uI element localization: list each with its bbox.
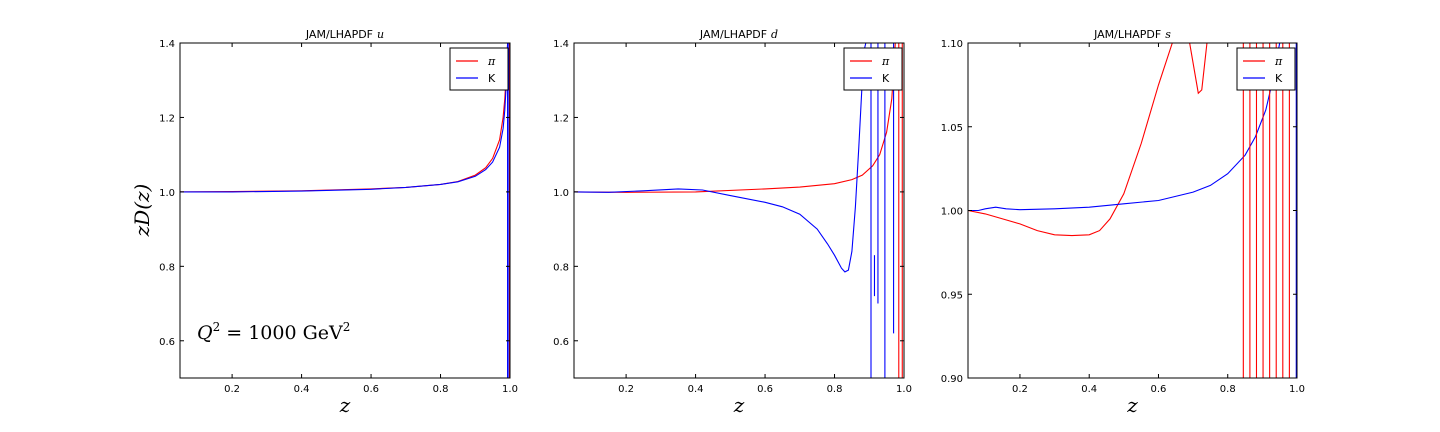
x-tick-label: 1.0 <box>1289 384 1305 395</box>
y-tick-label: 0.6 <box>159 337 175 348</box>
axes-frame <box>573 42 905 379</box>
axes-frame <box>179 42 511 379</box>
y-tick-label: 1.00 <box>941 207 963 218</box>
x-tick-label: 0.4 <box>688 384 704 395</box>
panel-2: 0.2 0.4 0.6 0.8 1.0 0.6 0.8 1.0 1.2 1.4 JAM/LHAPDF… <box>553 28 912 417</box>
q2-annotation: Q2 = 1000 GeV2 <box>197 320 350 344</box>
panel-title-var: d <box>771 28 778 41</box>
series-line-pi <box>968 43 1173 237</box>
x-axis-label: z <box>339 393 351 417</box>
x-tick-label: 0.8 <box>433 384 449 395</box>
panel-title-text: JAM/LHAPDF <box>699 28 767 41</box>
x-tick-label: 1.0 <box>502 384 518 395</box>
y-tick-label: 0.8 <box>159 262 175 273</box>
x-tick-label: 0.4 <box>1081 384 1097 395</box>
panel-title-var: u <box>377 28 384 41</box>
y-tick-label: 1.0 <box>553 188 569 199</box>
series-line-k <box>180 43 509 193</box>
panel-1: 0.2 0.4 0.6 0.8 1.0 0.6 0.8 1.0 1.2 1.4 JAM/LHAPDF… <box>159 28 518 417</box>
plot-area <box>574 43 903 378</box>
x-tick-label: 0.6 <box>363 384 379 395</box>
panel-title-var: s <box>1165 28 1171 41</box>
y-axis-label: zD(z) <box>130 184 154 238</box>
plot-area <box>968 43 1297 378</box>
panel-title: JAM/LHAPDF s <box>1093 28 1171 41</box>
y-tick-label: 0.90 <box>941 374 963 385</box>
legend: πK <box>449 47 509 91</box>
panel-title-text: JAM/LHAPDF <box>1093 28 1161 41</box>
panel-3: 0.2 0.4 0.6 0.8 1.0 0.90 0.95 1.00 1.05 1.10 JAM/L… <box>941 28 1305 417</box>
y-tick-label: 0.95 <box>941 290 963 301</box>
x-tick-label: 0.2 <box>618 384 634 395</box>
legend-box <box>1236 47 1296 91</box>
x-tick-label: 0.2 <box>1012 384 1028 395</box>
y-tick-label: 1.2 <box>159 113 175 124</box>
legend: πK <box>843 47 903 91</box>
legend-label: K <box>488 72 496 85</box>
axes-frame <box>967 42 1298 379</box>
panels: 0.2 0.4 0.6 0.8 1.0 0.6 0.8 1.0 1.2 1.4 JAM/LHAPDF… <box>159 28 1305 417</box>
x-tick-label: 1.0 <box>896 384 912 395</box>
x-tick-label: 0.6 <box>1151 384 1167 395</box>
legend-box <box>449 47 509 91</box>
x-tick-label: 0.6 <box>757 384 773 395</box>
legend-label: π <box>881 55 890 68</box>
y-tick-label: 1.4 <box>159 39 175 50</box>
oscillation-line <box>1189 43 1208 95</box>
x-tick-label: 0.8 <box>1220 384 1236 395</box>
x-axis-label: z <box>1126 393 1138 417</box>
series-line-k <box>968 43 1281 212</box>
y-tick-label: 0.8 <box>553 262 569 273</box>
legend-label: π <box>1274 55 1283 68</box>
panel-title: JAM/LHAPDF u <box>305 28 384 41</box>
panel-title-text: JAM/LHAPDF <box>305 28 373 41</box>
x-tick-label: 0.4 <box>294 384 310 395</box>
series-line-k <box>574 43 867 273</box>
x-tick-label: 0.2 <box>224 384 240 395</box>
x-axis-label: z <box>733 393 745 417</box>
panel-title: JAM/LHAPDF d <box>699 28 778 41</box>
y-tick-label: 1.4 <box>553 39 569 50</box>
y-tick-label: 1.10 <box>941 39 963 50</box>
y-tick-label: 1.05 <box>941 123 963 134</box>
y-tick-label: 1.0 <box>159 188 175 199</box>
legend-box <box>843 47 903 91</box>
legend-label: K <box>882 72 890 85</box>
y-tick-label: 1.2 <box>553 113 569 124</box>
y-tick-label: 0.6 <box>553 337 569 348</box>
x-tick-label: 0.8 <box>827 384 843 395</box>
legend: πK <box>1236 47 1296 91</box>
legend-label: K <box>1275 72 1283 85</box>
legend-label: π <box>487 55 496 68</box>
series-line-pi <box>574 43 896 193</box>
